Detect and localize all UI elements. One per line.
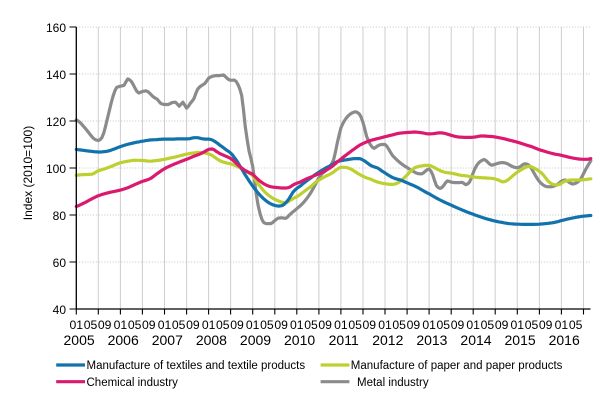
svg-text:80: 80	[53, 209, 67, 223]
svg-text:09: 09	[142, 318, 156, 332]
svg-text:05: 05	[569, 318, 583, 332]
svg-text:09: 09	[98, 318, 112, 332]
svg-text:Metal industry: Metal industry	[357, 377, 429, 389]
svg-text:05: 05	[348, 318, 362, 332]
svg-text:05: 05	[481, 318, 495, 332]
svg-text:2008: 2008	[196, 332, 227, 348]
svg-text:Manufacture of paper and paper: Manufacture of paper and paper products	[351, 360, 563, 372]
svg-text:2012: 2012	[372, 332, 403, 348]
svg-text:01: 01	[334, 318, 348, 332]
svg-text:01: 01	[202, 318, 216, 332]
svg-text:01: 01	[378, 318, 392, 332]
svg-text:Chemical industry: Chemical industry	[87, 377, 179, 389]
svg-text:05: 05	[304, 318, 318, 332]
svg-text:05: 05	[172, 318, 186, 332]
svg-text:Index (2010=100): Index (2010=100)	[21, 126, 35, 220]
svg-text:2013: 2013	[416, 332, 447, 348]
svg-text:09: 09	[230, 318, 244, 332]
svg-text:140: 140	[46, 68, 66, 82]
svg-text:2007: 2007	[152, 332, 183, 348]
svg-text:05: 05	[260, 318, 274, 332]
svg-text:40: 40	[53, 303, 67, 317]
svg-text:05: 05	[525, 318, 539, 332]
svg-text:Manufacture of textiles and te: Manufacture of textiles and textile prod…	[87, 360, 306, 372]
svg-text:01: 01	[555, 318, 569, 332]
svg-text:100: 100	[46, 162, 66, 176]
svg-text:2005: 2005	[64, 332, 95, 348]
svg-text:09: 09	[495, 318, 509, 332]
svg-text:160: 160	[46, 21, 66, 35]
svg-text:05: 05	[392, 318, 406, 332]
svg-text:01: 01	[158, 318, 172, 332]
svg-text:2015: 2015	[505, 332, 536, 348]
svg-text:01: 01	[466, 318, 480, 332]
svg-text:09: 09	[451, 318, 465, 332]
svg-text:09: 09	[363, 318, 377, 332]
svg-text:2011: 2011	[329, 332, 359, 348]
svg-text:01: 01	[70, 318, 84, 332]
svg-text:05: 05	[128, 318, 142, 332]
svg-text:01: 01	[290, 318, 304, 332]
svg-text:2014: 2014	[460, 332, 491, 348]
svg-text:05: 05	[84, 318, 98, 332]
svg-text:01: 01	[114, 318, 128, 332]
svg-text:09: 09	[318, 318, 332, 332]
svg-text:120: 120	[46, 115, 66, 129]
svg-text:2006: 2006	[108, 332, 139, 348]
svg-text:09: 09	[407, 318, 421, 332]
svg-text:2009: 2009	[240, 332, 271, 348]
svg-text:2016: 2016	[549, 332, 580, 348]
svg-text:09: 09	[186, 318, 200, 332]
svg-text:05: 05	[216, 318, 230, 332]
svg-text:01: 01	[246, 318, 260, 332]
svg-text:2010: 2010	[284, 332, 315, 348]
svg-text:60: 60	[53, 256, 67, 270]
svg-text:09: 09	[274, 318, 288, 332]
svg-text:05: 05	[437, 318, 451, 332]
svg-text:01: 01	[422, 318, 436, 332]
svg-text:09: 09	[539, 318, 553, 332]
svg-text:01: 01	[511, 318, 525, 332]
